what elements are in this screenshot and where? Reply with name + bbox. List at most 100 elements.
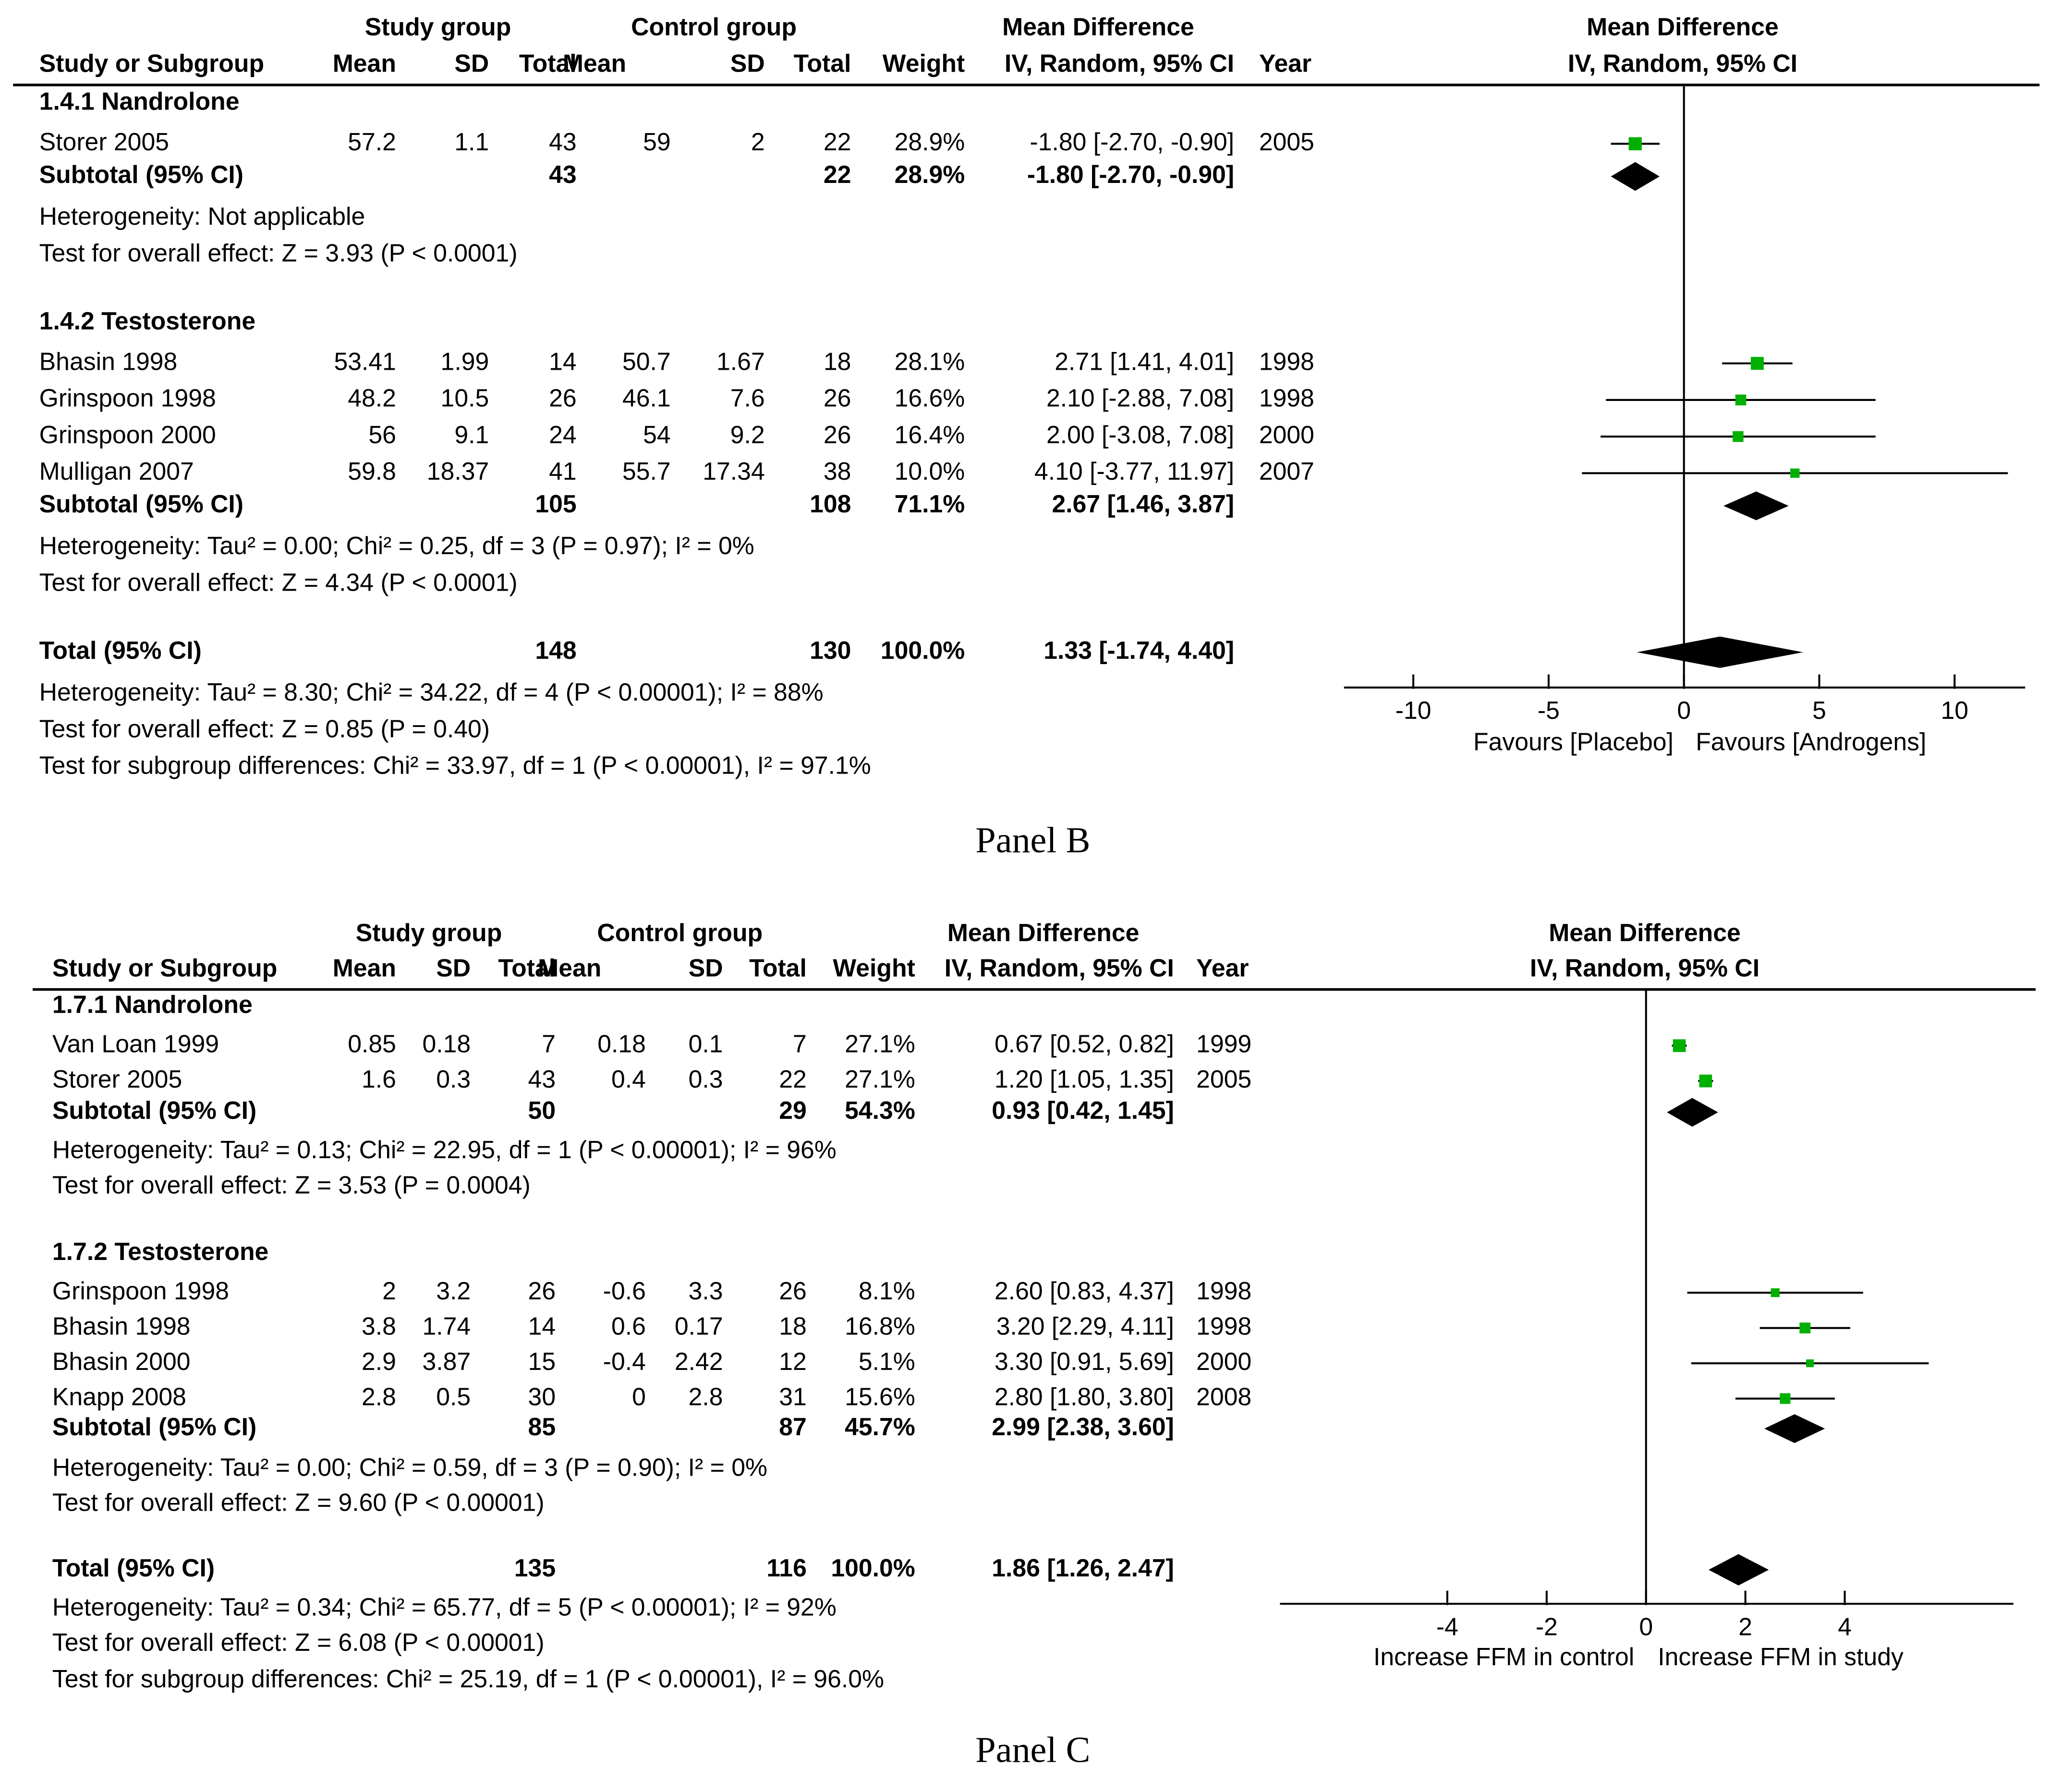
study-total: 26 bbox=[528, 1278, 556, 1306]
x-tick-label: 10 bbox=[1941, 696, 1969, 724]
x-tick-label: 2 bbox=[1738, 1612, 1752, 1640]
study-weight: 16.8% bbox=[845, 1313, 915, 1341]
study-mean: 2 bbox=[382, 1278, 396, 1306]
control-mean: 0.4 bbox=[611, 1066, 646, 1094]
control-sd: 7.6 bbox=[730, 386, 765, 413]
study-total-header: Total bbox=[498, 955, 556, 983]
study-mean: 3.8 bbox=[362, 1313, 396, 1341]
subtotal-weight: 54.3% bbox=[845, 1098, 915, 1126]
year-header: Year bbox=[1259, 51, 1312, 79]
effect-marker bbox=[1799, 1322, 1811, 1333]
panel-caption: Panel B bbox=[975, 821, 1091, 861]
total-control-total: 130 bbox=[810, 638, 851, 666]
pooled-diamond bbox=[1667, 1098, 1718, 1127]
favours-left-label: Favours [Placebo] bbox=[1473, 727, 1674, 755]
study-year: 1998 bbox=[1259, 349, 1314, 376]
study-sd: 3.87 bbox=[422, 1349, 471, 1377]
study-ci: -1.80 [-2.70, -0.90] bbox=[1030, 129, 1235, 157]
control-sd: 0.1 bbox=[688, 1031, 723, 1059]
subtotal-study-total: 105 bbox=[535, 491, 577, 519]
control-mean: 59 bbox=[643, 129, 671, 157]
plot-mean-difference-header: Mean Difference bbox=[1549, 920, 1741, 948]
effect-marker bbox=[1733, 431, 1744, 442]
study-ci: 2.60 [0.83, 4.37] bbox=[994, 1278, 1174, 1306]
study-weight: 28.9% bbox=[894, 129, 965, 157]
control-total: 38 bbox=[823, 459, 851, 486]
study-or-subgroup-header: Study or Subgroup bbox=[52, 955, 278, 983]
subgroup-title: 1.7.1 Nandrolone bbox=[52, 992, 253, 1020]
subtotal-control-total: 87 bbox=[779, 1414, 807, 1442]
study-ci: 4.10 [-3.77, 11.97] bbox=[1034, 459, 1235, 486]
control-mean: 54 bbox=[643, 422, 671, 450]
x-tick-label: 4 bbox=[1838, 1612, 1852, 1640]
study-group-header: Study group bbox=[364, 14, 511, 42]
study-name: Knapp 2008 bbox=[52, 1384, 186, 1412]
study-name: Grinspoon 1998 bbox=[52, 1278, 230, 1306]
subtotal-control-total: 29 bbox=[779, 1098, 807, 1126]
study-name: Bhasin 2000 bbox=[52, 1349, 191, 1377]
control-sd: 9.2 bbox=[730, 422, 765, 450]
study-year: 2007 bbox=[1259, 459, 1314, 486]
control-sd: 3.3 bbox=[688, 1278, 723, 1306]
effect-marker bbox=[1628, 137, 1642, 151]
control-total: 18 bbox=[823, 349, 851, 376]
effect-marker bbox=[1735, 394, 1747, 406]
study-mean: 57.2 bbox=[348, 129, 396, 157]
subgroup-differences-test: Test for subgroup differences: Chi² = 25… bbox=[52, 1666, 884, 1694]
study-total: 41 bbox=[549, 459, 577, 486]
study-total: 14 bbox=[528, 1313, 556, 1341]
control-total: 12 bbox=[779, 1349, 807, 1377]
study-sd: 0.3 bbox=[436, 1066, 471, 1094]
mean-difference-header: Mean Difference bbox=[1002, 14, 1194, 42]
control-total: 26 bbox=[823, 386, 851, 413]
control-mean: 55.7 bbox=[622, 459, 671, 486]
pooled-diamond bbox=[1637, 636, 1803, 668]
study-name: Bhasin 1998 bbox=[52, 1313, 191, 1341]
study-mean: 1.6 bbox=[362, 1066, 396, 1094]
x-tick-label: -2 bbox=[1536, 1612, 1558, 1640]
control-sd: 2 bbox=[751, 129, 765, 157]
subgroup-overall-effect: Test for overall effect: Z = 3.53 (P = 0… bbox=[52, 1172, 531, 1200]
study-sd: 9.1 bbox=[454, 422, 489, 450]
study-year: 2008 bbox=[1196, 1384, 1252, 1412]
control-total: 22 bbox=[823, 129, 851, 157]
x-tick-label: 0 bbox=[1639, 1612, 1653, 1640]
study-total: 26 bbox=[549, 386, 577, 413]
effect-marker bbox=[1673, 1039, 1686, 1052]
subgroup-heterogeneity: Heterogeneity: Tau² = 0.00; Chi² = 0.59,… bbox=[52, 1454, 767, 1482]
control-total-header: Total bbox=[793, 51, 851, 79]
control-sd: 0.17 bbox=[674, 1313, 723, 1341]
subtotal-weight: 71.1% bbox=[894, 491, 965, 519]
study-mean-header: Mean bbox=[332, 955, 396, 983]
control-sd: 0.3 bbox=[688, 1066, 723, 1094]
study-ci: 1.20 [1.05, 1.35] bbox=[994, 1066, 1174, 1094]
control-sd: 1.67 bbox=[716, 349, 765, 376]
study-weight: 16.4% bbox=[894, 422, 965, 450]
study-ci: 3.20 [2.29, 4.11] bbox=[996, 1313, 1174, 1341]
plot-method-header: IV, Random, 95% CI bbox=[1529, 955, 1760, 983]
subgroup-title: 1.7.2 Testosterone bbox=[52, 1239, 269, 1267]
control-total: 7 bbox=[793, 1031, 807, 1059]
study-ci: 0.67 [0.52, 0.82] bbox=[994, 1031, 1174, 1059]
total-ci: 1.86 [1.26, 2.47] bbox=[992, 1555, 1174, 1583]
plot-method-header: IV, Random, 95% CI bbox=[1567, 51, 1798, 79]
study-total: 43 bbox=[549, 129, 577, 157]
study-name: Storer 2005 bbox=[52, 1066, 182, 1094]
subtotal-control-total: 108 bbox=[810, 491, 851, 519]
x-tick-label: -5 bbox=[1538, 696, 1560, 724]
control-mean: -0.4 bbox=[603, 1349, 646, 1377]
study-mean: 59.8 bbox=[348, 459, 396, 486]
study-mean: 2.8 bbox=[362, 1384, 396, 1412]
control-group-header: Control group bbox=[631, 14, 797, 42]
study-weight: 8.1% bbox=[858, 1278, 915, 1306]
control-sd-header: SD bbox=[730, 51, 765, 79]
study-total-header: Total bbox=[519, 51, 577, 79]
study-mean: 2.9 bbox=[362, 1349, 396, 1377]
subtotal-label: Subtotal (95% CI) bbox=[52, 1098, 257, 1126]
subtotal-ci: 0.93 [0.42, 1.45] bbox=[992, 1098, 1174, 1126]
study-ci: 2.00 [-3.08, 7.08] bbox=[1046, 422, 1235, 450]
study-name: Van Loan 1999 bbox=[52, 1031, 219, 1059]
weight-header: Weight bbox=[882, 51, 965, 79]
x-tick-label: -4 bbox=[1436, 1612, 1458, 1640]
control-total: 18 bbox=[779, 1313, 807, 1341]
